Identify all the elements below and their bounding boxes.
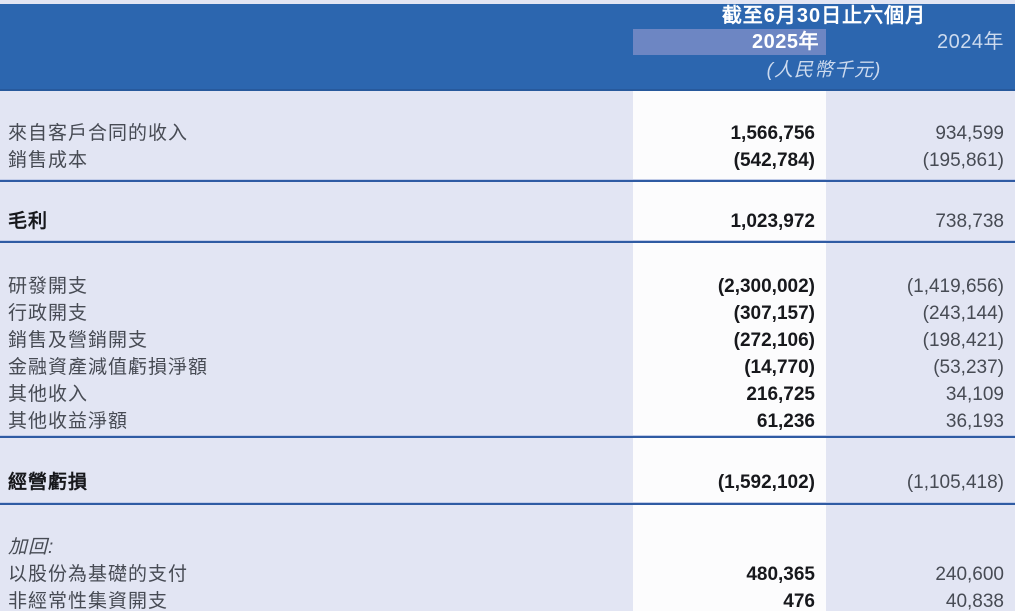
table-row-gross-profit: 毛利 1,023,972 738,738 [0,208,1015,235]
row-label: 來自客戶合同的收入 [8,123,189,144]
row-label: 銷售及營銷開支 [8,330,149,351]
table-header: 截至6月30日止六個月 2025年 2024年 (人民幣千元) [0,4,1015,91]
row-label: 毛利 [8,211,49,232]
value-2024 [826,534,1015,561]
value-2024: (243,144) [922,303,1004,324]
value-2025: (1,592,102) [717,472,815,493]
period-title: 截至6月30日止六個月 [721,5,927,27]
value-2024: (1,419,656) [906,276,1004,297]
value-2025: 1,566,756 [730,123,815,144]
separator-rule [0,502,1015,505]
value-2024: 738,738 [935,211,1004,232]
value-2025: 476 [783,591,815,611]
column-2025-background [633,91,826,611]
value-2025: 216,725 [746,384,815,405]
row-label: 非經常性集資開支 [8,591,169,611]
row-label: 以股份為基礎的支付 [8,564,189,585]
separator-rule [0,179,1015,182]
section-add-back: 加回: 以股份為基礎的支付 480,365 240,600 非經常性集資開支 4… [0,505,1015,611]
table-body: 來自客戶合同的收入 1,566,756 934,599 銷售成本 (542,78… [0,91,1015,611]
table-row-rd-expenses: 研發開支 (2,300,002) (1,419,656) [0,273,1015,300]
value-2024: 34,109 [945,384,1004,405]
section-operating-loss: 經營虧損 (1,592,102) (1,105,418) [0,438,1015,496]
row-label: 銷售成本 [8,150,89,171]
value-2025: 1,023,972 [730,211,815,232]
value-2024: 36,193 [945,411,1004,432]
table-row-selling-marketing: 銷售及營銷開支 (272,106) (198,421) [0,327,1015,354]
value-2025: (2,300,002) [717,276,815,297]
table-row-other-gains-net: 其他收益淨額 61,236 36,193 [0,408,1015,435]
table-row-impairment-losses: 金融資產減值虧損淨額 (14,770) (53,237) [0,354,1015,381]
value-2024: (53,237) [933,357,1004,378]
table-row-other-income: 其他收入 216,725 34,109 [0,381,1015,408]
table-row-cost-of-sales: 銷售成本 (542,784) (195,861) [0,147,1015,174]
row-label: 研發開支 [8,276,89,297]
value-2024: 240,600 [935,564,1004,585]
value-2025 [633,534,826,561]
row-label: 加回: [8,537,55,558]
row-label: 行政開支 [8,303,89,324]
section-operating-items: 研發開支 (2,300,002) (1,419,656) 行政開支 (307,1… [0,243,1015,435]
value-2025: (307,157) [733,303,815,324]
column-2025-highlight: 2025年 [633,29,826,55]
table-row-share-based-payments: 以股份為基礎的支付 480,365 240,600 [0,561,1015,588]
value-2025: (272,106) [733,330,815,351]
row-label: 金融資產減值虧損淨額 [8,357,209,378]
value-2024: (195,861) [922,150,1004,171]
value-2024: 934,599 [935,123,1004,144]
row-label: 經營虧損 [8,472,89,493]
value-2024: (198,421) [922,330,1004,351]
value-2025: (542,784) [733,150,815,171]
row-label: 其他收入 [8,384,89,405]
value-2024: 40,838 [945,591,1004,611]
table-row-revenue: 來自客戶合同的收入 1,566,756 934,599 [0,120,1015,147]
section-gross-profit: 毛利 1,023,972 738,738 [0,182,1015,235]
separator-rule [0,240,1015,243]
table-row-nonrecurring-fundraising: 非經常性集資開支 476 40,838 [0,588,1015,611]
separator-rule [0,435,1015,438]
column-header-2024: 2024年 [937,31,1004,53]
value-2025: 61,236 [756,411,815,432]
currency-note: (人民幣千元) [766,60,882,81]
column-headers-row: 2025年 2024年 [0,29,1015,55]
table-row-operating-loss: 經營虧損 (1,592,102) (1,105,418) [0,469,1015,496]
column-header-2025: 2025年 [752,31,819,53]
section-revenue: 來自客戶合同的收入 1,566,756 934,599 銷售成本 (542,78… [0,91,1015,174]
row-label: 其他收益淨額 [8,411,129,432]
table-row-add-back-heading: 加回: [0,534,1015,561]
value-2025: (14,770) [744,357,815,378]
value-2024: (1,105,418) [906,472,1004,493]
table-row-admin-expenses: 行政開支 (307,157) (243,144) [0,300,1015,327]
value-2025: 480,365 [746,564,815,585]
